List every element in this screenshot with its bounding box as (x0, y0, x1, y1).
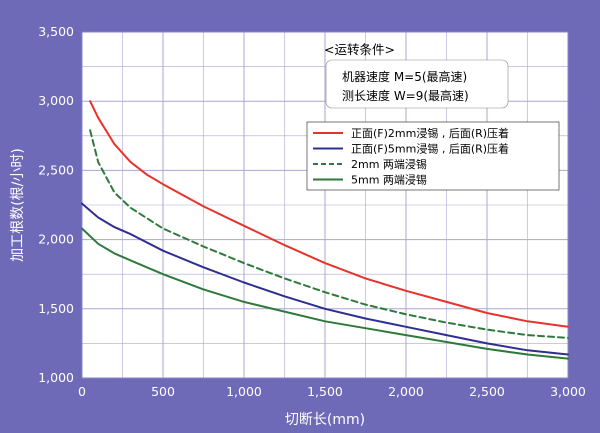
legend-label: 正面(F)2mm浸锡 , 后面(R)压着 (351, 126, 509, 140)
conditions-title: <运转条件> (324, 42, 395, 57)
plot-border (81, 31, 569, 379)
legend-label: 5mm 两端浸锡 (351, 173, 427, 187)
legend-label: 2mm 两端浸锡 (351, 157, 427, 171)
x-axis-label: 切断长(mm) (285, 412, 365, 428)
y-tick-label: 2,000 (38, 232, 74, 247)
y-tick-label: 1,000 (38, 370, 74, 385)
series-line-4 (81, 227, 569, 360)
tick-labels: 0 500 1,000 1,500 2,000 2,500 3,000 1,000 1,500 2… (38, 24, 586, 399)
conditions-line-2: 测长速度 W=9(最高速) (342, 88, 469, 103)
x-tick-label: 2,000 (388, 384, 424, 399)
series-line-3 (89, 129, 569, 339)
series-line-2 (81, 202, 569, 356)
y-tick-label: 3,000 (38, 93, 74, 108)
y-tick-label: 3,500 (38, 24, 74, 39)
x-tick-label: 500 (151, 384, 175, 399)
x-tick-label: 1,000 (226, 384, 262, 399)
series-lines (81, 100, 569, 360)
x-tick-label: 1,500 (307, 384, 343, 399)
legend-box (306, 121, 560, 191)
y-axis-label: 加工根数(根/小时) (10, 148, 26, 262)
x-tick-label: 0 (78, 384, 86, 399)
series-line-1 (89, 100, 569, 328)
x-tick-label: 2,500 (469, 384, 505, 399)
y-tick-label: 2,500 (38, 162, 74, 177)
legend-label: 正面(F)5mm浸锡 , 后面(R)压着 (351, 142, 509, 156)
conditions-annotation: <运转条件> 机器速度 M=5(最高速) 测长速度 W=9(最高速) (324, 42, 509, 109)
y-tick-label: 1,500 (38, 301, 74, 316)
conditions-line-1: 机器速度 M=5(最高速) (342, 69, 467, 84)
x-tick-label: 3,000 (550, 384, 586, 399)
